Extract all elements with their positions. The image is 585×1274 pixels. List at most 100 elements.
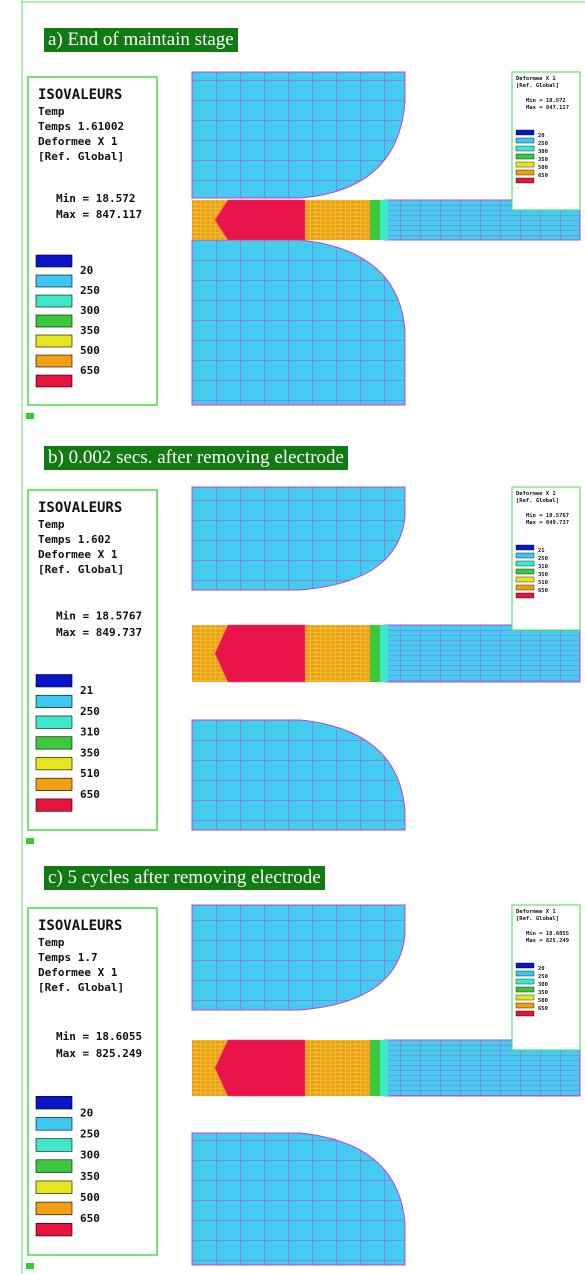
legend-swatch xyxy=(35,1180,73,1194)
legend-level: 500 xyxy=(80,1191,100,1204)
sheet-cyan-green xyxy=(380,1040,388,1096)
legend-line: Temp xyxy=(38,105,65,118)
lower-electrode xyxy=(191,1132,406,1266)
legend-line: [Ref. Global] xyxy=(38,563,124,576)
inset-min: Min = 18.6055 xyxy=(526,931,569,937)
legend-line: Deformee X 1 xyxy=(38,966,118,979)
legend-line: [Ref. Global] xyxy=(38,150,124,163)
inset-swatch xyxy=(515,568,535,575)
upper-electrode xyxy=(191,71,406,199)
legend-swatch xyxy=(35,694,73,708)
legend-line: Temps 1.61002 xyxy=(38,120,124,133)
legend-swatch xyxy=(35,254,73,268)
legend-level: 250 xyxy=(80,705,100,718)
legend-min: Min = 18.5767 xyxy=(56,610,142,623)
sheet-cold xyxy=(384,624,581,683)
inset-line: Deformee X 1 xyxy=(516,909,556,915)
legend-swatch xyxy=(35,1117,73,1131)
inset-level: 20 xyxy=(538,966,545,972)
inset-level: 250 xyxy=(538,556,548,562)
legend-level: 20 xyxy=(80,1106,93,1119)
panel-label: c) 5 cycles after removing electrode xyxy=(44,866,325,890)
inset-min: Min = 18.572 xyxy=(526,98,566,104)
sheet-cyan-green xyxy=(380,625,388,682)
legend-swatch xyxy=(35,757,73,771)
legend-title: ISOVALEURS xyxy=(38,500,122,516)
inset-level: 350 xyxy=(538,572,548,578)
legend-max: Max = 849.737 xyxy=(56,626,142,639)
legend-max: Max = 825.249 xyxy=(56,1047,142,1060)
legend-swatch xyxy=(35,1201,73,1216)
legend-swatch xyxy=(35,1159,73,1173)
inset-min: Min = 18.5767 xyxy=(526,513,569,519)
upper-electrode xyxy=(191,904,406,1011)
inset-swatch xyxy=(515,1002,535,1009)
inset-swatch xyxy=(515,129,535,136)
legend-level: 650 xyxy=(80,1212,100,1225)
legend-max: Max = 847.117 xyxy=(56,208,142,221)
legend-level: 300 xyxy=(80,304,100,317)
weld-nugget xyxy=(214,624,306,683)
legend-level: 300 xyxy=(80,1149,100,1162)
legend-swatch xyxy=(35,354,73,368)
legend-level: 510 xyxy=(80,767,100,780)
legend-title: ISOVALEURS xyxy=(38,918,122,934)
legend-level: 650 xyxy=(80,788,100,801)
inset-level: 250 xyxy=(538,141,548,147)
legend-box xyxy=(27,907,158,1256)
legend-level: 350 xyxy=(80,324,100,337)
inset-level: 650 xyxy=(538,173,548,179)
inset-swatch xyxy=(515,137,535,144)
legend-level: 250 xyxy=(80,284,100,297)
inset-swatch xyxy=(515,584,535,591)
legend-line: Temps 1.7 xyxy=(38,951,98,964)
inset-line: [Ref. Global] xyxy=(516,916,559,922)
inset-swatch xyxy=(515,161,535,168)
legend-line: Deformee X 1 xyxy=(38,135,118,148)
inset-swatch xyxy=(515,560,535,567)
legend-line: Temp xyxy=(38,936,65,949)
legend-swatch xyxy=(35,798,73,812)
inset-swatch xyxy=(515,986,535,993)
inset-line: Deformee X 1 xyxy=(516,491,556,497)
legend-title: ISOVALEURS xyxy=(38,87,122,103)
legend-level: 350 xyxy=(80,1170,100,1183)
inset-level: 20 xyxy=(538,133,545,139)
inset-swatch xyxy=(515,169,535,176)
inset-swatch xyxy=(515,592,535,599)
inset-level: 650 xyxy=(538,1006,548,1012)
inset-level: 21 xyxy=(538,548,545,554)
legend-line: Temps 1.602 xyxy=(38,533,111,546)
inset-line: [Ref. Global] xyxy=(516,498,559,504)
inset-level: 510 xyxy=(538,580,548,586)
corner-marker xyxy=(26,413,34,419)
inset-swatch xyxy=(515,970,535,977)
legend-line: [Ref. Global] xyxy=(38,981,124,994)
legend-min: Min = 18.572 xyxy=(56,192,135,205)
weld-nugget xyxy=(214,1039,306,1097)
inset-line: Deformee X 1 xyxy=(516,76,556,82)
inset-level: 310 xyxy=(538,564,548,570)
legend-level: 350 xyxy=(80,746,100,759)
inset-level: 300 xyxy=(538,982,548,988)
inset-swatch xyxy=(515,994,535,1001)
legend-level: 500 xyxy=(80,344,100,357)
inset-max: Max = 825.249 xyxy=(526,938,569,944)
inset-swatch xyxy=(515,145,535,152)
inset-max: Max = 849.737 xyxy=(526,520,569,526)
upper-electrode xyxy=(191,486,406,591)
legend-level: 250 xyxy=(80,1128,100,1141)
inset-swatch xyxy=(515,576,535,583)
legend-swatch xyxy=(35,1222,73,1237)
legend-swatch xyxy=(35,715,73,729)
lower-electrode xyxy=(191,719,406,831)
legend-swatch xyxy=(35,736,73,750)
legend-level: 650 xyxy=(80,364,100,377)
legend-line: Deformee X 1 xyxy=(38,548,118,561)
legend-swatch xyxy=(35,334,73,348)
legend-level: 310 xyxy=(80,726,100,739)
legend-min: Min = 18.6055 xyxy=(56,1030,142,1043)
legend-line: Temp xyxy=(38,518,65,531)
